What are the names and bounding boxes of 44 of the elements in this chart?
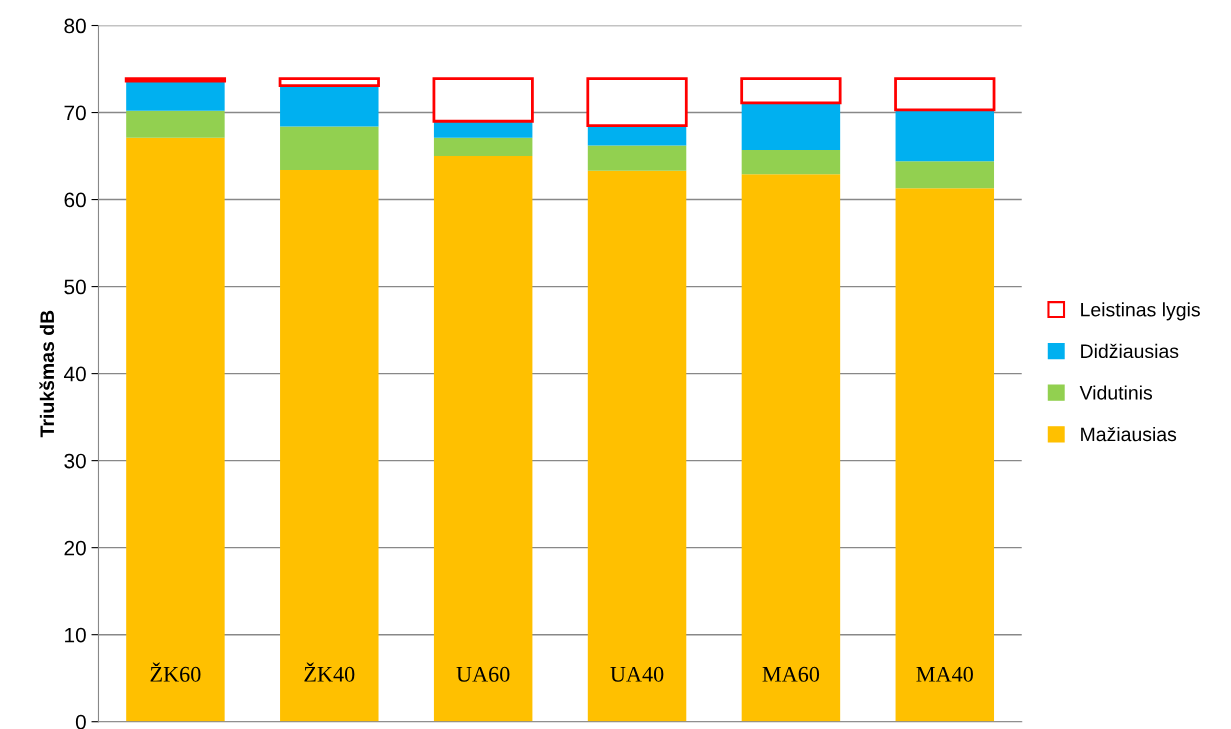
bar xyxy=(895,161,995,189)
y-tick-label: 40 xyxy=(63,366,86,382)
bar xyxy=(740,77,842,105)
bar xyxy=(433,156,533,722)
y-tick-label: 0 xyxy=(75,714,86,729)
bar xyxy=(587,145,687,171)
bar xyxy=(280,126,379,170)
y-tick-label: 10 xyxy=(65,627,86,643)
x-tick-label: MA60 xyxy=(762,666,820,682)
legend-label: Didžiausias xyxy=(1081,343,1179,359)
x-tick-label: MA40 xyxy=(916,666,973,682)
y-tick-label: 60 xyxy=(64,192,86,208)
y-tick-label: 30 xyxy=(64,453,86,469)
x-tick-label: UA40 xyxy=(610,666,664,682)
legend-label: Mažiausias xyxy=(1081,426,1177,442)
bar xyxy=(280,85,379,127)
bar xyxy=(278,77,380,87)
y-tick-label: 50 xyxy=(64,279,86,295)
bar xyxy=(433,137,533,157)
bar xyxy=(280,169,379,722)
bar xyxy=(586,77,688,127)
bar xyxy=(587,170,687,722)
y-axis-title: Triukšmas dB xyxy=(39,310,55,438)
y-tick-label: 80 xyxy=(64,18,86,34)
y-tick-label: 20 xyxy=(64,540,86,556)
y-tick-label: 70 xyxy=(64,105,86,121)
bar xyxy=(894,77,996,112)
bar xyxy=(741,149,841,175)
bar xyxy=(126,81,225,111)
bar xyxy=(741,102,841,150)
bar xyxy=(126,137,225,722)
legend-label: Leistinas lygis xyxy=(1081,302,1200,321)
legend-label: Vidutinis xyxy=(1079,385,1153,400)
bar xyxy=(895,109,995,162)
bar xyxy=(432,77,534,123)
bar xyxy=(126,110,225,138)
bar xyxy=(433,121,533,138)
bar xyxy=(587,125,687,146)
bar xyxy=(895,188,995,722)
bar xyxy=(124,77,227,83)
x-tick-label: ŽK60 xyxy=(150,662,201,682)
x-tick-label: ŽK40 xyxy=(304,662,355,682)
x-tick-label: UA60 xyxy=(456,666,510,682)
bar xyxy=(741,174,841,722)
